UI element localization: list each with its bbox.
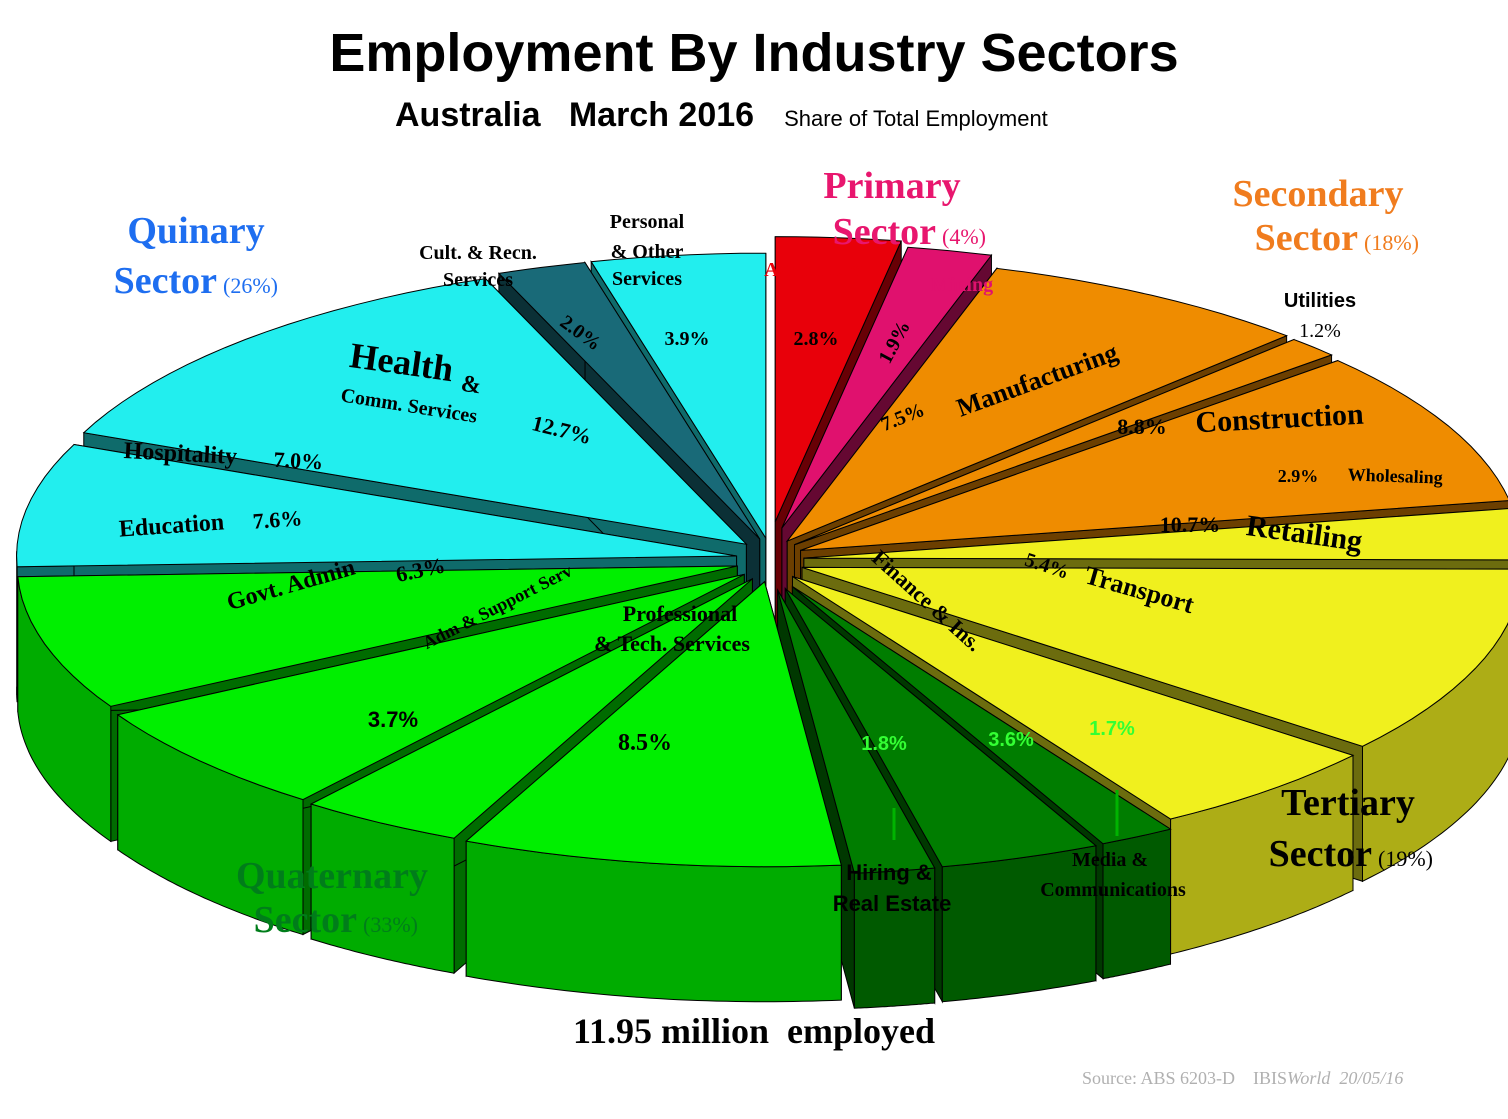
- label-personal-1: Personal: [610, 211, 685, 233]
- slice-18-top: [497, 261, 761, 540]
- pct-utilities: 1.2%: [1299, 320, 1341, 342]
- label-mining: Mining: [931, 274, 993, 296]
- slices-layer: [16, 236, 1508, 1009]
- quinary-sector-name: Quinary: [127, 210, 264, 252]
- slice-4-top: [794, 338, 1333, 546]
- slice-15-top: [17, 565, 738, 707]
- slice-12-top: [465, 580, 842, 868]
- chart-subtitle: Australia March 2016: [395, 96, 755, 134]
- primary-sector-name: Primary: [823, 165, 960, 207]
- secondary-sector-pct: (18%): [1364, 230, 1419, 255]
- label-media-2: Communications: [1040, 879, 1186, 901]
- slice-10-wall-1: [941, 845, 1097, 1003]
- source-text: Source: ABS 6203-D: [1082, 1068, 1235, 1088]
- pct-retailing: 10.7%: [1160, 512, 1221, 537]
- secondary-sector-name: Secondary: [1233, 173, 1404, 215]
- pct-wholesaling: 2.9%: [1278, 466, 1319, 486]
- slice-11-top: [777, 589, 936, 874]
- slice-10-top: [784, 588, 1098, 868]
- label-utilities: Utilities: [1284, 290, 1356, 312]
- quinary-sector-pct: (26%): [223, 273, 278, 298]
- label-hiring-1: Hiring &: [846, 860, 932, 885]
- slice-12: [465, 580, 842, 1003]
- source-org-prefix: IBIS: [1253, 1068, 1288, 1088]
- slice-9-top: [792, 586, 1172, 845]
- chart-unit-note: Share of Total Employment: [784, 106, 1048, 131]
- label-personal-2: & Other: [611, 241, 684, 263]
- pct-personal: 3.9%: [665, 328, 710, 350]
- source-date: 20/05/16: [1339, 1068, 1404, 1088]
- slice-9-wall-1: [1102, 828, 1171, 980]
- tertiary-sector-word: Sector: [1269, 833, 1373, 875]
- label-wholesaling: Wholesaling: [1347, 464, 1443, 487]
- quaternary-sector-pct: (33%): [363, 912, 418, 937]
- label-media-1: Media &: [1072, 849, 1148, 871]
- slice-17-top: [82, 278, 748, 545]
- slice-16-wall-1: [16, 551, 18, 702]
- label-hospitality: Hospitality: [123, 438, 238, 470]
- slice-5-top: [800, 360, 1508, 551]
- label-cult-2: Services: [443, 269, 513, 291]
- quaternary-sector-word: Sector: [254, 899, 358, 941]
- slice-16-top: [16, 443, 737, 568]
- slice-11-wall-1: [853, 867, 936, 1009]
- primary-sector-pct: (4%): [942, 224, 986, 249]
- label-professional-1: Professional: [623, 601, 737, 626]
- label-health-amp: &: [459, 371, 482, 400]
- slice-13-wall-1: [310, 803, 455, 974]
- pct-finance: 3.6%: [988, 729, 1034, 751]
- pct-professional: 8.5%: [618, 730, 672, 756]
- quaternary-sector-name: Quaternary: [236, 855, 428, 897]
- slice-1-top: [774, 236, 902, 522]
- pct-media: 1.7%: [1089, 718, 1135, 740]
- label-professional-2: & Tech. Services: [594, 631, 750, 656]
- secondary-sector-word: Sector: [1255, 217, 1359, 259]
- label-agriculture: Agriculture: [764, 259, 864, 281]
- pct-education: 7.6%: [252, 505, 303, 533]
- pct-adm: 3.7%: [368, 707, 418, 732]
- label-hiring-2: Real Estate: [833, 891, 952, 916]
- slice-13-top: [309, 578, 753, 839]
- tertiary-sector-pct: (19%): [1378, 846, 1433, 871]
- tertiary-sector-name: Tertiary: [1281, 782, 1415, 824]
- pct-agriculture: 2.8%: [794, 328, 839, 350]
- chart-title: Employment By Industry Sectors: [329, 23, 1179, 83]
- slice-6-top: [803, 508, 1508, 561]
- quinary-sector-word: Sector: [114, 260, 218, 302]
- primary-sector-word: Sector: [833, 211, 937, 253]
- slice-3-top: [785, 267, 1288, 543]
- total-employed: 11.95 million employed: [572, 1011, 936, 1051]
- subtitle-row: Australia March 2016 Share of Total Empl…: [395, 96, 1048, 135]
- label-personal-3: Services: [612, 268, 682, 290]
- slice-14-top: [116, 573, 745, 801]
- source-note: Source: ABS 6203-D IBISWorld 20/05/16: [1082, 1068, 1403, 1089]
- pct-hospitality: 7.0%: [273, 447, 324, 475]
- slice-7-top: [801, 566, 1508, 747]
- pct-construction: 8.8%: [1117, 414, 1167, 439]
- slice-19-top: [590, 252, 767, 540]
- source-org-italic: World: [1287, 1068, 1331, 1088]
- slice-8-top: [792, 576, 1355, 820]
- slice-2-top: [781, 246, 993, 529]
- pct-hiring: 1.8%: [861, 733, 907, 755]
- label-cult-1: Cult. & Recn.: [419, 242, 537, 264]
